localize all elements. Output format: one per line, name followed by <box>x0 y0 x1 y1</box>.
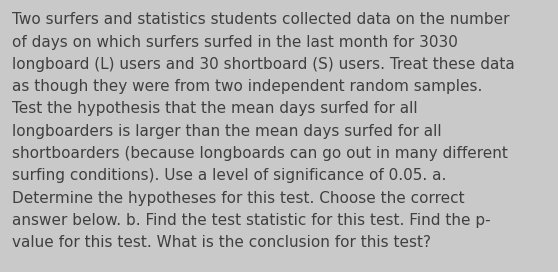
Text: Two surfers and statistics students collected data on the number: Two surfers and statistics students coll… <box>12 12 510 27</box>
Text: of days on which surfers surfed in the last month for 3030: of days on which surfers surfed in the l… <box>12 35 458 50</box>
Text: surfing conditions). Use a level of significance of 0.05. a.: surfing conditions). Use a level of sign… <box>12 168 446 183</box>
Text: as though they were from two independent random samples.: as though they were from two independent… <box>12 79 483 94</box>
Text: Test the hypothesis that the mean days surfed for all: Test the hypothesis that the mean days s… <box>12 101 418 116</box>
Text: longboard (L) users and 30 shortboard (S) users. Treat these data: longboard (L) users and 30 shortboard (S… <box>12 57 515 72</box>
Text: longboarders is larger than the mean days surfed for all: longboarders is larger than the mean day… <box>12 124 442 139</box>
Text: shortboarders (because longboards can go out in many different: shortboarders (because longboards can go… <box>12 146 508 161</box>
Text: answer below. b. Find the test statistic for this test. Find the p-: answer below. b. Find the test statistic… <box>12 213 491 228</box>
Text: value for this test. What is the conclusion for this test?: value for this test. What is the conclus… <box>12 235 431 250</box>
Text: Determine the hypotheses for this test. Choose the correct: Determine the hypotheses for this test. … <box>12 191 465 206</box>
